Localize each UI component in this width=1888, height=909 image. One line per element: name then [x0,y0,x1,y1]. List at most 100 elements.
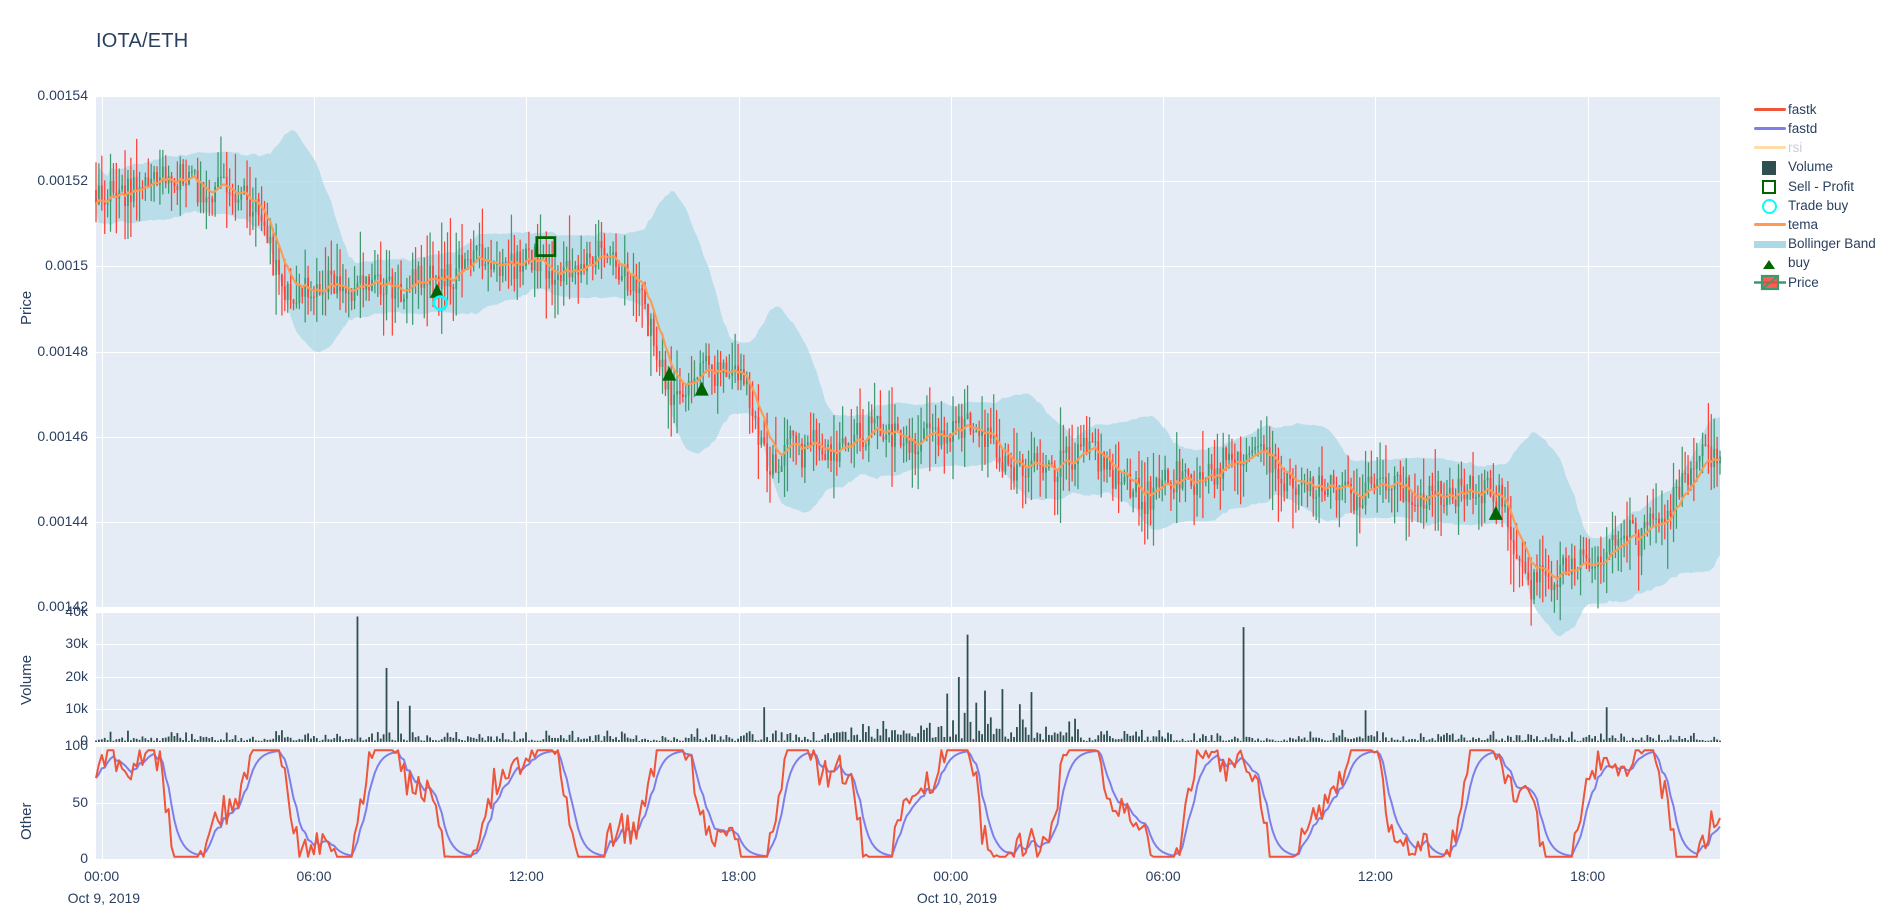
legend-item-tema[interactable]: tema [1752,215,1884,234]
volume-bar [615,737,617,742]
volume-bar [1109,736,1111,742]
candle-body [792,430,795,436]
volume-bar [164,737,167,742]
legend-item-buy[interactable]: buy [1752,254,1884,273]
volume-bar [1568,737,1570,742]
volume-bar [894,730,896,742]
candle-body [251,212,254,217]
buy-marker[interactable] [430,283,445,298]
candle-body [301,285,304,297]
legend-item-trade-buy[interactable]: Trade buy [1752,196,1884,215]
candle-body [1550,577,1553,591]
candle-body [783,444,786,466]
legend-item-volume[interactable]: Volume [1752,158,1884,177]
candle-body [626,263,629,291]
candle-body [243,185,246,194]
legend-item-fastd[interactable]: fastd [1752,119,1884,138]
volume-bar [217,740,219,742]
trade-buy-marker[interactable] [432,295,449,311]
candle-body [748,381,751,409]
volume-bar [862,723,864,742]
volume-bar [824,734,827,742]
volume-bar [818,740,821,742]
candle-body [1053,465,1056,483]
candle-body [728,375,731,377]
buy-marker[interactable] [1488,505,1503,520]
candle-body [1684,472,1687,475]
candle-body [1579,549,1582,570]
legend-item-bollinger-band[interactable]: Bollinger Band [1752,234,1884,253]
volume-bar [690,734,693,742]
volume-bar [803,736,806,742]
volume-bar [827,733,830,742]
candle-body [164,166,167,184]
candle-body [789,430,792,439]
volume-bar [1323,740,1326,742]
candle-body [844,438,847,446]
volume-bar [1521,740,1524,742]
volume-bar [594,735,597,742]
candle-body [1321,475,1323,492]
legend-item-price[interactable]: Price [1752,273,1884,292]
candle-body [1245,454,1248,464]
gridline-horizontal [96,612,1720,613]
volume-bar [315,738,318,742]
volume-bar [385,667,388,742]
volume-bar [867,726,870,742]
volume-bar [202,737,205,742]
volume-bar [1016,727,1018,742]
legend-item-rsi[interactable]: rsi [1752,138,1884,157]
gridline-vertical [1163,96,1164,608]
candlestick-series [95,136,1721,626]
candle-body [641,288,644,290]
candle-body [1597,556,1599,567]
legend-item-fastk[interactable]: fastk [1752,100,1884,119]
volume-bar [138,739,141,742]
volume-bar [1303,737,1306,742]
volume-bar [603,736,606,742]
gridline-horizontal [96,351,1720,353]
candle-body [1196,482,1198,495]
volume-bar [516,740,519,742]
candle-body [129,178,132,202]
volume-bar [856,734,859,742]
candle-body [272,236,275,275]
candle-body [112,180,115,193]
sell-profit-marker[interactable] [535,236,557,257]
volume-bar [365,739,368,742]
candle-body [202,182,205,203]
volume-bar [403,739,405,742]
volume-bar [510,740,513,742]
volume-bar [1399,740,1402,742]
volume-bar [1155,736,1158,742]
candle-body [1451,487,1454,500]
candle-body [147,177,150,187]
legend-item-label: rsi [1788,140,1803,156]
candle-body [1097,441,1100,472]
candle-body [98,185,100,205]
volume-bar [1271,739,1274,742]
candle-body [867,416,870,446]
candle-body [719,362,722,374]
buy-marker[interactable] [694,381,709,396]
volume-bar [1373,736,1376,742]
buy-marker[interactable] [662,366,677,381]
volume-bar [481,737,484,742]
volume-bar [1042,739,1044,742]
legend-item-sell-profit[interactable]: Sell - Profit [1752,177,1884,196]
candle-body [1660,518,1663,523]
candle-body [754,415,757,418]
candle-body [1486,477,1489,481]
candle-body [1443,504,1445,507]
volume-bar [1265,738,1268,742]
candle-body [391,276,394,299]
candle-body [1492,495,1495,502]
candle-body [620,276,623,280]
volume-bar [455,732,458,742]
candle-body [1591,566,1594,569]
volume-bar [1573,739,1576,742]
volume-bar [789,732,792,742]
chart-legend[interactable]: fastk fastd rsi Volume Sell - Profit Trade bu… [1752,100,1884,292]
candle-body [597,240,600,257]
volume-bar [888,737,891,742]
